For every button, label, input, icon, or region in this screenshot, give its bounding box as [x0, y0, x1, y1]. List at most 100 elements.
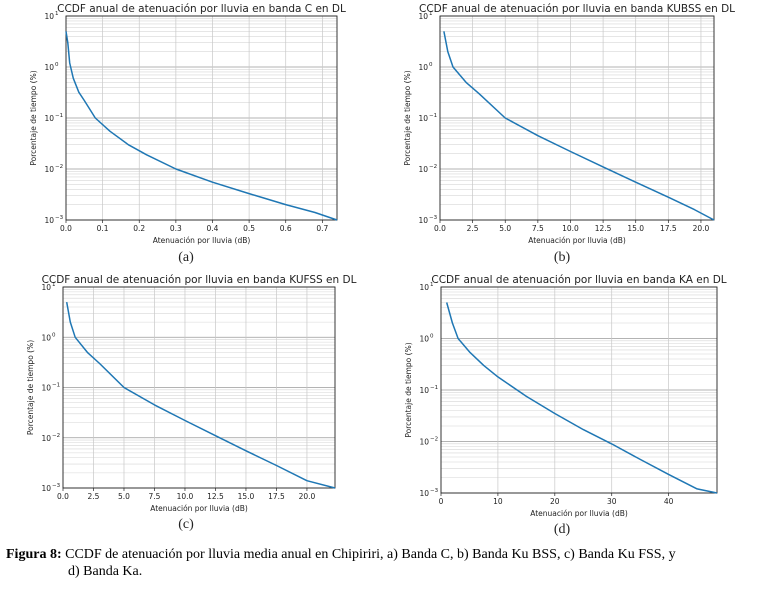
x-tick-label: 10.0 [562, 224, 579, 233]
x-tick-label: 0.4 [207, 224, 219, 233]
chart-title: CCDF anual de atenuación por lluvia en b… [42, 274, 357, 286]
series-line [445, 302, 718, 494]
x-tick-label: 0.2 [133, 224, 145, 233]
y-tick-exponent: 0 [55, 62, 59, 68]
x-tick-label: 10 [493, 497, 503, 506]
series-line [443, 31, 715, 221]
x-tick-label: 17.5 [660, 224, 677, 233]
x-axis-label: Atenuación por lluvia (dB) [150, 504, 248, 513]
x-tick-label: 0.0 [57, 492, 69, 501]
y-tick-exponent: 0 [429, 62, 433, 68]
y-tick-exponent: −1 [52, 383, 60, 389]
y-tick-label: 10 [41, 384, 51, 393]
x-tick-label: 40 [664, 497, 674, 506]
y-tick-exponent: 0 [430, 334, 434, 340]
x-tick-label: 20.0 [693, 224, 710, 233]
x-tick-label: 5.0 [499, 224, 511, 233]
series-line [65, 31, 338, 221]
y-tick-exponent: −2 [430, 437, 438, 443]
x-tick-label: 0 [439, 497, 444, 506]
y-tick-exponent: −3 [55, 215, 64, 221]
x-axis-label: Atenuación por lluvia (dB) [530, 509, 628, 518]
y-tick-label: 10 [41, 333, 51, 342]
x-tick-label: 0.0 [60, 224, 72, 233]
figure-caption-text: CCDF de atenuación por lluvia media anua… [65, 547, 676, 562]
x-tick-label: 2.5 [88, 492, 100, 501]
y-tick-exponent: 1 [430, 282, 434, 288]
y-tick-exponent: −1 [429, 113, 437, 119]
y-tick-label: 10 [419, 335, 429, 344]
x-tick-label: 0.1 [97, 224, 109, 233]
chart-title: CCDF anual de atenuación por lluvia en b… [419, 3, 735, 15]
y-tick-exponent: 1 [429, 11, 433, 17]
x-tick-label: 2.5 [467, 224, 479, 233]
y-tick-exponent: 1 [55, 11, 59, 17]
y-tick-exponent: −3 [429, 215, 438, 221]
y-tick-label: 10 [418, 114, 428, 123]
y-tick-exponent: 0 [52, 332, 56, 338]
subfigure-caption: (c) [178, 517, 194, 532]
x-tick-label: 7.5 [532, 224, 544, 233]
y-tick-label: 10 [419, 438, 429, 447]
y-tick-label: 10 [41, 434, 51, 443]
x-tick-label: 30 [607, 497, 617, 506]
y-axis-label: Porcentaje de tiempo (%) [403, 70, 412, 165]
x-tick-label: 0.5 [243, 224, 255, 233]
plot-frame [439, 15, 715, 221]
x-tick-label: 12.5 [595, 224, 612, 233]
y-tick-exponent: −3 [430, 488, 439, 494]
x-tick-label: 0.0 [434, 224, 446, 233]
y-axis-label: Porcentaje de tiempo (%) [29, 70, 38, 165]
x-axis-label: Atenuación por lluvia (dB) [528, 236, 626, 245]
y-tick-exponent: 1 [52, 282, 56, 288]
subfigure-caption: (a) [178, 250, 194, 265]
series-line [65, 301, 336, 489]
y-tick-label: 10 [44, 63, 54, 72]
y-tick-label: 10 [44, 216, 54, 225]
x-tick-label: 20 [550, 497, 560, 506]
y-tick-label: 10 [418, 63, 428, 72]
plot-frame [440, 286, 718, 494]
chart-title: CCDF anual de atenuación por lluvia en b… [57, 3, 346, 15]
y-tick-label: 10 [44, 114, 54, 123]
y-tick-label: 10 [41, 283, 51, 292]
y-tick-label: 10 [418, 12, 428, 21]
x-tick-label: 0.6 [280, 224, 292, 233]
x-tick-label: 15.0 [627, 224, 644, 233]
x-tick-label: 20.0 [299, 492, 316, 501]
x-tick-label: 0.3 [170, 224, 182, 233]
y-tick-label: 10 [44, 12, 54, 21]
figure-caption-text-continued: d) Banda Ka. [68, 564, 143, 579]
x-tick-label: 5.0 [118, 492, 130, 501]
y-tick-label: 10 [418, 165, 428, 174]
x-tick-label: 15.0 [238, 492, 255, 501]
subfigure-caption: (d) [554, 522, 571, 537]
y-tick-exponent: −3 [52, 483, 61, 489]
plot-frame [62, 286, 336, 489]
x-tick-label: 17.5 [268, 492, 285, 501]
chart-title: CCDF anual de atenuación por lluvia en b… [431, 274, 726, 286]
figure-caption: Figura 8: CCDF de atenuación por lluvia … [6, 546, 754, 580]
figure-caption-label: Figura 8: [6, 547, 62, 562]
x-axis-label: Atenuación por lluvia (dB) [153, 236, 251, 245]
y-tick-exponent: −1 [430, 385, 438, 391]
y-tick-exponent: −1 [55, 113, 63, 119]
y-tick-label: 10 [418, 216, 428, 225]
x-tick-label: 0.7 [316, 224, 328, 233]
x-tick-label: 10.0 [177, 492, 194, 501]
y-tick-label: 10 [44, 165, 54, 174]
y-tick-exponent: −2 [52, 433, 60, 439]
subfigure-caption: (b) [554, 250, 571, 265]
y-axis-label: Porcentaje de tiempo (%) [26, 340, 35, 435]
y-tick-label: 10 [419, 283, 429, 292]
plot-frame [65, 15, 338, 221]
y-axis-label: Porcentaje de tiempo (%) [404, 342, 413, 437]
y-tick-exponent: −2 [429, 164, 437, 170]
x-tick-label: 7.5 [149, 492, 161, 501]
y-tick-label: 10 [41, 484, 51, 493]
